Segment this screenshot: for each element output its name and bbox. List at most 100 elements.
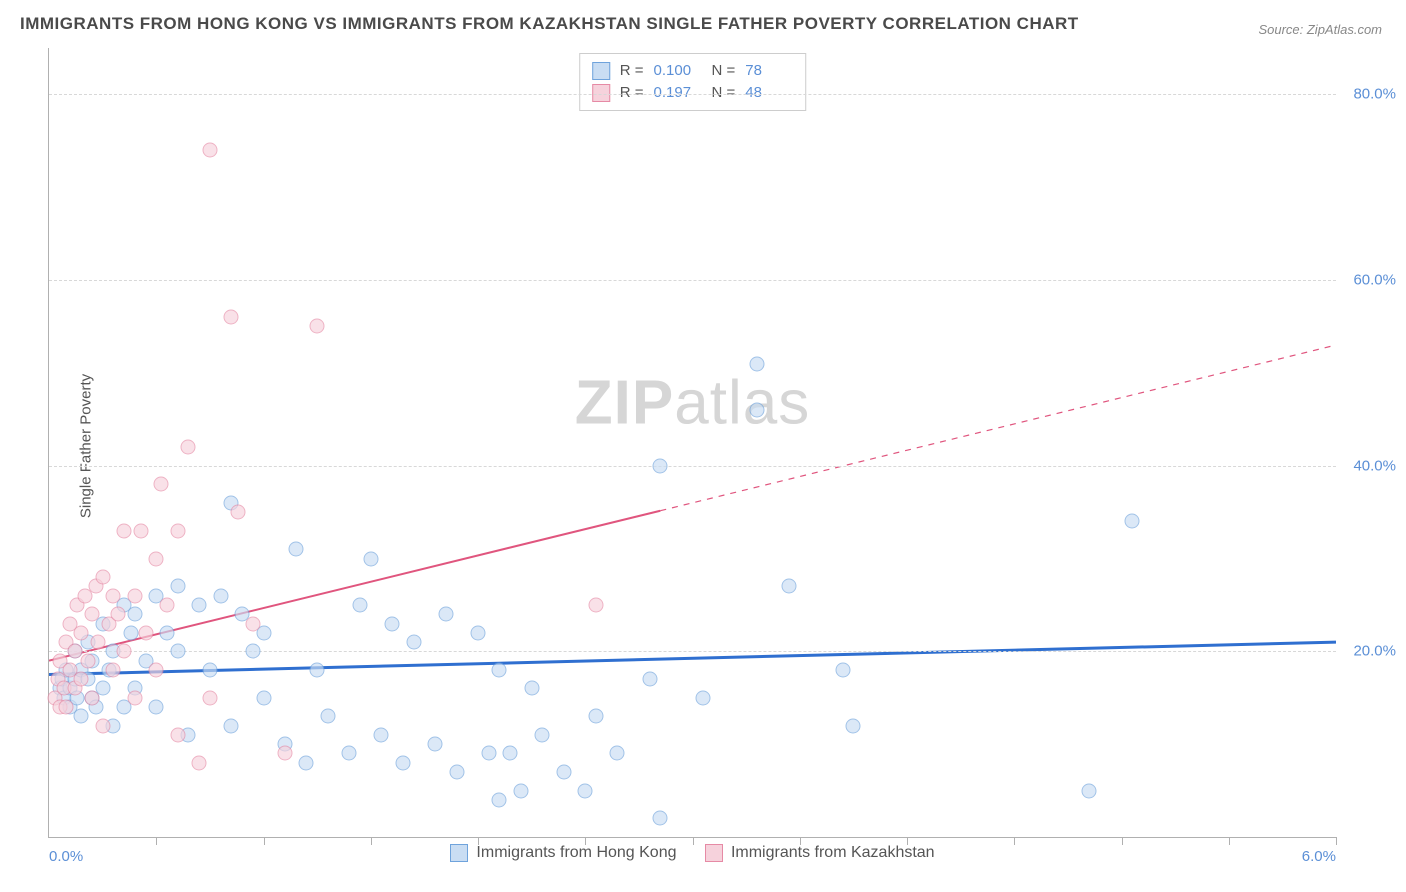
data-point — [117, 523, 132, 538]
data-point — [492, 792, 507, 807]
x-tick — [693, 837, 694, 845]
data-point — [245, 616, 260, 631]
data-point — [1082, 783, 1097, 798]
x-tick — [585, 837, 586, 845]
data-point — [181, 440, 196, 455]
data-point — [749, 403, 764, 418]
legend-swatch-icon — [592, 62, 610, 80]
data-point — [224, 310, 239, 325]
data-point — [653, 458, 668, 473]
data-point — [299, 755, 314, 770]
data-point — [696, 690, 711, 705]
watermark-atlas: atlas — [674, 369, 810, 438]
legend-r-value: 0.197 — [654, 82, 702, 104]
data-point — [342, 746, 357, 761]
data-point — [74, 625, 89, 640]
data-point — [159, 625, 174, 640]
legend-n-value: 78 — [745, 60, 793, 82]
y-tick-label: 40.0% — [1353, 457, 1396, 474]
legend-swatch-icon — [450, 844, 468, 862]
data-point — [170, 523, 185, 538]
data-point — [123, 625, 138, 640]
data-point — [202, 143, 217, 158]
data-point — [1125, 514, 1140, 529]
data-point — [170, 644, 185, 659]
legend-stats-row: R = 0.100 N = 78 — [592, 60, 794, 82]
legend-n-label: N = — [712, 82, 736, 104]
gridline — [49, 651, 1336, 652]
data-point — [749, 356, 764, 371]
data-point — [481, 746, 496, 761]
data-point — [535, 727, 550, 742]
data-point — [127, 588, 142, 603]
data-point — [202, 690, 217, 705]
data-point — [588, 709, 603, 724]
data-point — [256, 690, 271, 705]
legend-series-label: Immigrants from Hong Kong — [476, 844, 676, 862]
data-point — [610, 746, 625, 761]
data-point — [230, 505, 245, 520]
data-point — [134, 523, 149, 538]
data-point — [310, 662, 325, 677]
data-point — [782, 579, 797, 594]
data-point — [363, 551, 378, 566]
legend-n-label: N = — [712, 60, 736, 82]
chart-container: IMMIGRANTS FROM HONG KONG VS IMMIGRANTS … — [0, 0, 1406, 892]
data-point — [170, 579, 185, 594]
data-point — [471, 625, 486, 640]
trend-lines — [49, 48, 1336, 837]
data-point — [395, 755, 410, 770]
data-point — [95, 718, 110, 733]
legend-series-label: Immigrants from Kazakhstan — [731, 844, 935, 862]
data-point — [170, 727, 185, 742]
data-point — [74, 672, 89, 687]
data-point — [374, 727, 389, 742]
data-point — [138, 625, 153, 640]
watermark-zip: ZIP — [575, 369, 674, 438]
legend-r-label: R = — [620, 82, 644, 104]
watermark: ZIPatlas — [575, 368, 810, 439]
data-point — [106, 662, 121, 677]
y-tick-label: 60.0% — [1353, 272, 1396, 289]
data-point — [213, 588, 228, 603]
data-point — [846, 718, 861, 733]
data-point — [385, 616, 400, 631]
x-tick — [800, 837, 801, 845]
gridline — [49, 466, 1336, 467]
data-point — [449, 765, 464, 780]
data-point — [127, 690, 142, 705]
data-point — [524, 681, 539, 696]
data-point — [117, 644, 132, 659]
data-point — [653, 811, 668, 826]
data-point — [310, 319, 325, 334]
data-point — [224, 718, 239, 733]
data-point — [277, 746, 292, 761]
legend-r-value: 0.100 — [654, 60, 702, 82]
data-point — [91, 635, 106, 650]
x-tick — [264, 837, 265, 845]
data-point — [192, 597, 207, 612]
legend-stats: R = 0.100 N = 78 R = 0.197 N = 48 — [579, 53, 807, 111]
source-attribution: Source: ZipAtlas.com — [1258, 22, 1382, 37]
x-tick-label: 0.0% — [49, 848, 83, 865]
data-point — [320, 709, 335, 724]
data-point — [578, 783, 593, 798]
legend-r-label: R = — [620, 60, 644, 82]
data-point — [588, 597, 603, 612]
data-point — [80, 653, 95, 668]
data-point — [110, 607, 125, 622]
legend-swatch-icon — [705, 844, 723, 862]
plot-area: ZIPatlas R = 0.100 N = 78 R = 0.197 N = … — [48, 48, 1336, 838]
legend-series: Immigrants from Hong Kong Immigrants fro… — [49, 844, 1336, 867]
x-tick — [1014, 837, 1015, 845]
data-point — [492, 662, 507, 677]
data-point — [513, 783, 528, 798]
data-point — [84, 690, 99, 705]
x-tick-label: 6.0% — [1302, 848, 1336, 865]
data-point — [406, 635, 421, 650]
y-tick-label: 80.0% — [1353, 86, 1396, 103]
data-point — [84, 607, 99, 622]
x-tick — [1336, 837, 1337, 845]
data-point — [353, 597, 368, 612]
data-point — [153, 477, 168, 492]
